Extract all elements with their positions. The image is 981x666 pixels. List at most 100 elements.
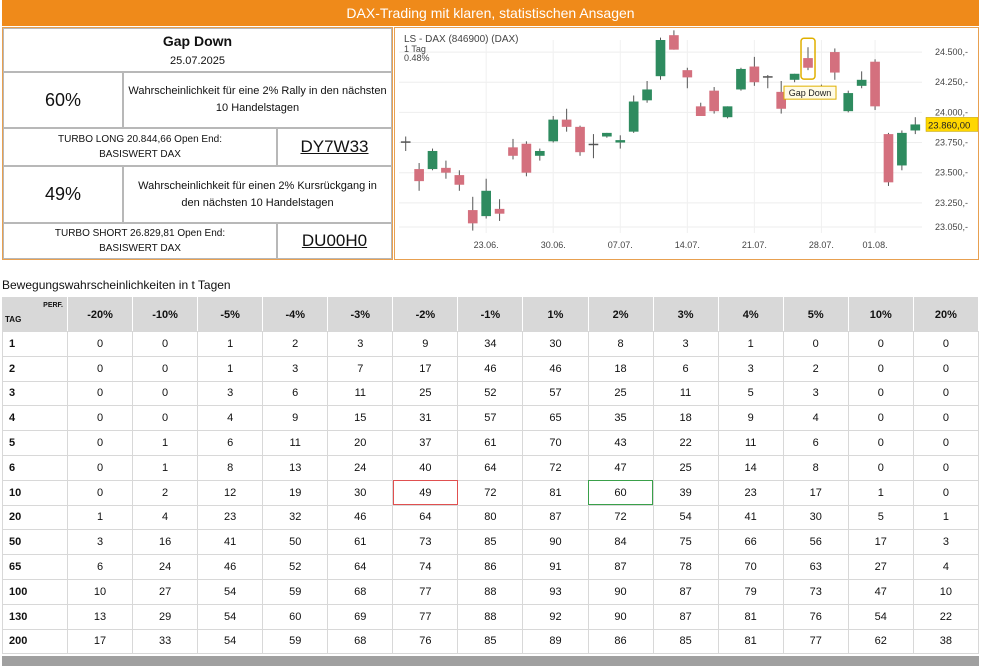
rally-percent: 60% [3, 72, 123, 128]
x-tick-label: 21.07. [742, 240, 767, 250]
table-cell: 37 [392, 430, 459, 456]
table-cell: 65 [522, 405, 589, 432]
table-cell: 1 [717, 331, 784, 357]
table-cell: 93 [522, 578, 589, 605]
table-cell: 12 [197, 479, 264, 506]
table-cell: 3 [66, 529, 134, 556]
table-cell: 16 [132, 529, 199, 556]
candle [669, 30, 679, 50]
table-row: 5 0 1 6 11 20 37 61 70 43 22 11 6 0 0 [2, 430, 980, 456]
table-row: 3 0 0 3 6 11 25 52 57 25 11 5 3 0 0 [2, 380, 980, 407]
table-cell: 40 [392, 454, 459, 481]
candle-body [454, 175, 465, 185]
table-cell: 78 [652, 554, 719, 580]
candle [856, 71, 867, 89]
candle-body [695, 106, 706, 116]
table-cell: 54 [652, 504, 719, 531]
candle-body [830, 52, 840, 73]
table-cell: 89 [522, 628, 589, 655]
candle [749, 56, 760, 86]
table-cell: 61 [327, 529, 394, 556]
signal-title: Gap Down [162, 33, 233, 49]
table-row-days: 2 [2, 355, 68, 382]
table-cell: 3 [652, 331, 719, 357]
candle [575, 125, 585, 156]
table-cell: 0 [912, 380, 980, 407]
table-cell: 9 [717, 405, 784, 432]
table-cell: 76 [782, 603, 849, 630]
candle-body [467, 210, 478, 224]
y-tick-label: 24.000,- [935, 107, 968, 117]
candle-body [762, 76, 773, 78]
table-cell: 54 [197, 603, 264, 630]
turbo-long-code-link[interactable]: DY7W33 [300, 137, 369, 156]
table-cell: 77 [392, 578, 459, 605]
table-cell: 64 [327, 554, 394, 580]
table-cell: 34 [457, 331, 524, 357]
candle [414, 163, 424, 191]
table-cell: 4 [197, 405, 264, 432]
gap-down-label: Gap Down [789, 88, 832, 98]
table-cell: 25 [587, 380, 654, 407]
turbo-long-code[interactable]: DY7W33 [277, 128, 392, 166]
table-cell: 72 [587, 504, 654, 531]
table-cell: 13 [66, 603, 134, 630]
table-cell: 87 [587, 554, 654, 580]
table-cell: 11 [652, 380, 719, 407]
candle-body [534, 150, 545, 156]
signal-date: 25.07.2025 [169, 55, 226, 67]
table-cell: 3 [262, 355, 329, 382]
table-cell: 73 [782, 578, 849, 605]
table-cell: 92 [522, 603, 589, 630]
candle [427, 148, 438, 171]
candle [695, 102, 706, 116]
table-corner-header: PERF. TAG [2, 297, 68, 332]
table-header-cell: 1% [522, 297, 589, 332]
table-cell: 66 [717, 529, 784, 556]
table-cell: 17 [392, 355, 459, 382]
candle-body [803, 58, 813, 68]
table-row-days: 50 [2, 529, 68, 556]
candle-body [883, 134, 894, 183]
table-cell: 56 [782, 529, 849, 556]
table-row-days: 6 [2, 454, 68, 481]
turbo-short-code[interactable]: DU00H0 [277, 223, 392, 259]
table-cell: 0 [847, 405, 914, 432]
table-section-title: Bewegungswahrscheinlichkeiten in t Tagen [2, 278, 231, 292]
candle [655, 37, 666, 80]
table-cell: 25 [392, 380, 459, 407]
table-cell: 3 [912, 529, 980, 556]
table-cell: 2 [262, 331, 329, 357]
table-cell: 0 [912, 479, 980, 506]
candle [722, 106, 733, 119]
table-cell: 35 [587, 405, 654, 432]
table-row: 20 1 4 23 32 46 64 80 87 72 54 41 30 5 1 [2, 504, 980, 531]
table-cell: 0 [912, 331, 980, 357]
table-cell: 0 [66, 331, 134, 357]
table-cell: 57 [522, 380, 589, 407]
candle [642, 81, 652, 103]
table-cell: 87 [652, 603, 719, 630]
table-cell: 27 [847, 554, 914, 580]
candle [709, 87, 719, 114]
candle-body [870, 61, 880, 107]
table-cell: 11 [327, 380, 394, 407]
table-cell: 0 [132, 405, 199, 432]
table-cell: 4 [912, 554, 980, 580]
table-cell: 85 [652, 628, 719, 655]
candle-body [682, 70, 693, 78]
table-row: 2 0 0 1 3 7 17 46 46 18 6 3 2 0 0 [2, 355, 980, 382]
table-cell: 0 [132, 331, 199, 357]
table-cell: 22 [912, 603, 980, 630]
chart-subtitle-line-1: 1 Tag [404, 44, 426, 54]
candle-body [669, 35, 679, 50]
table-row-days: 10 [2, 479, 68, 506]
turbo-short-code-link[interactable]: DU00H0 [301, 231, 368, 250]
table-header-cell: 5% [782, 297, 849, 332]
candle-body [494, 208, 505, 214]
table-header-cell: -5% [197, 297, 264, 332]
table-cell: 0 [66, 405, 134, 432]
table-header-cell: 4% [717, 297, 784, 332]
table-cell: 0 [912, 430, 980, 456]
table-row-days: 20 [2, 504, 68, 531]
